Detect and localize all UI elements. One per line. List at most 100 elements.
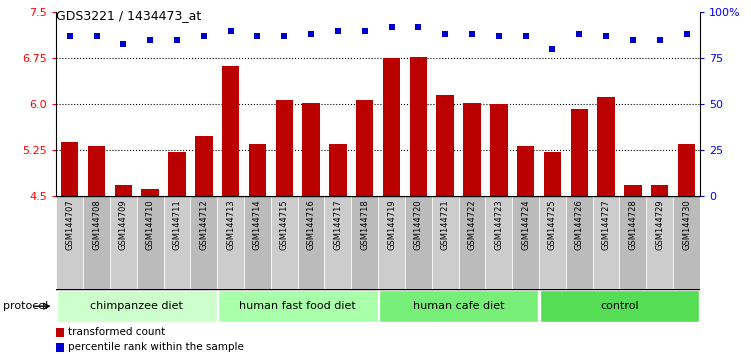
Bar	[566, 196, 593, 289]
Bar	[351, 196, 378, 289]
Point	[198, 34, 210, 39]
Point	[64, 34, 76, 39]
Text: GSM144713: GSM144713	[226, 199, 235, 250]
Bar	[409, 57, 427, 196]
Bar	[56, 343, 65, 352]
Bar	[432, 196, 459, 289]
Text: GSM144720: GSM144720	[414, 199, 423, 250]
Text: GSM144730: GSM144730	[682, 199, 691, 250]
Bar	[405, 196, 432, 289]
Bar	[651, 185, 668, 196]
Text: GSM144710: GSM144710	[146, 199, 155, 250]
Text: GSM144727: GSM144727	[602, 199, 611, 250]
Text: GSM144722: GSM144722	[467, 199, 476, 250]
Text: protocol: protocol	[3, 301, 48, 311]
Text: GSM144718: GSM144718	[360, 199, 369, 250]
Bar	[217, 196, 244, 289]
Bar	[56, 196, 83, 289]
Text: GSM144709: GSM144709	[119, 199, 128, 250]
Bar	[56, 328, 65, 337]
Bar	[597, 97, 615, 196]
Text: GSM144707: GSM144707	[65, 199, 74, 250]
Text: GSM144728: GSM144728	[629, 199, 638, 250]
Point	[252, 34, 264, 39]
Point	[439, 32, 451, 37]
Point	[305, 32, 317, 37]
Bar	[544, 152, 561, 196]
Bar	[168, 152, 185, 196]
Bar	[191, 196, 217, 289]
Bar	[297, 196, 324, 289]
Text: transformed count: transformed count	[68, 327, 164, 337]
Bar	[490, 104, 508, 196]
Bar	[244, 196, 271, 289]
Bar	[276, 99, 293, 196]
Bar	[436, 95, 454, 196]
Point	[627, 37, 639, 43]
Bar	[324, 196, 351, 289]
Bar	[110, 196, 137, 289]
Bar	[218, 290, 378, 322]
Bar	[379, 290, 538, 322]
Text: GSM144715: GSM144715	[280, 199, 289, 250]
Bar	[195, 136, 213, 196]
Bar	[222, 67, 240, 196]
Point	[547, 46, 559, 52]
Text: GDS3221 / 1434473_at: GDS3221 / 1434473_at	[56, 9, 201, 22]
Bar	[115, 185, 132, 196]
Bar	[539, 196, 566, 289]
Bar	[83, 196, 110, 289]
Text: GSM144726: GSM144726	[575, 199, 584, 250]
Text: GSM144721: GSM144721	[441, 199, 450, 250]
Bar	[678, 144, 695, 196]
Point	[332, 28, 344, 34]
Bar	[539, 290, 699, 322]
Point	[117, 41, 129, 46]
Bar	[620, 196, 647, 289]
Bar	[356, 99, 373, 196]
Point	[225, 28, 237, 34]
Point	[653, 37, 665, 43]
Bar	[141, 189, 159, 196]
Bar	[647, 196, 673, 289]
Text: human cafe diet: human cafe diet	[413, 301, 505, 311]
Text: GSM144723: GSM144723	[494, 199, 503, 250]
Bar	[249, 144, 266, 196]
Point	[385, 24, 397, 30]
Text: GSM144711: GSM144711	[173, 199, 182, 250]
Point	[573, 32, 585, 37]
Bar	[593, 196, 620, 289]
Text: GSM144724: GSM144724	[521, 199, 530, 250]
Text: GSM144714: GSM144714	[253, 199, 262, 250]
Text: GSM144708: GSM144708	[92, 199, 101, 250]
Bar	[383, 58, 400, 196]
Bar	[57, 290, 217, 322]
Bar	[624, 185, 641, 196]
Text: GSM144716: GSM144716	[306, 199, 315, 250]
Bar	[271, 196, 297, 289]
Text: GSM144729: GSM144729	[655, 199, 664, 250]
Point	[91, 34, 103, 39]
Bar	[512, 196, 539, 289]
Bar	[378, 196, 405, 289]
Point	[600, 34, 612, 39]
Bar	[673, 196, 700, 289]
Bar	[88, 146, 105, 196]
Bar	[303, 103, 320, 196]
Text: GSM144719: GSM144719	[387, 199, 396, 250]
Point	[144, 37, 156, 43]
Point	[412, 24, 424, 30]
Point	[493, 34, 505, 39]
Text: GSM144725: GSM144725	[548, 199, 557, 250]
Point	[359, 28, 371, 34]
Bar	[517, 146, 535, 196]
Text: GSM144717: GSM144717	[333, 199, 342, 250]
Bar	[61, 142, 78, 196]
Point	[520, 34, 532, 39]
Text: human fast food diet: human fast food diet	[240, 301, 356, 311]
Bar	[137, 196, 164, 289]
Bar	[459, 196, 485, 289]
Text: control: control	[600, 301, 639, 311]
Bar	[164, 196, 191, 289]
Bar	[329, 144, 347, 196]
